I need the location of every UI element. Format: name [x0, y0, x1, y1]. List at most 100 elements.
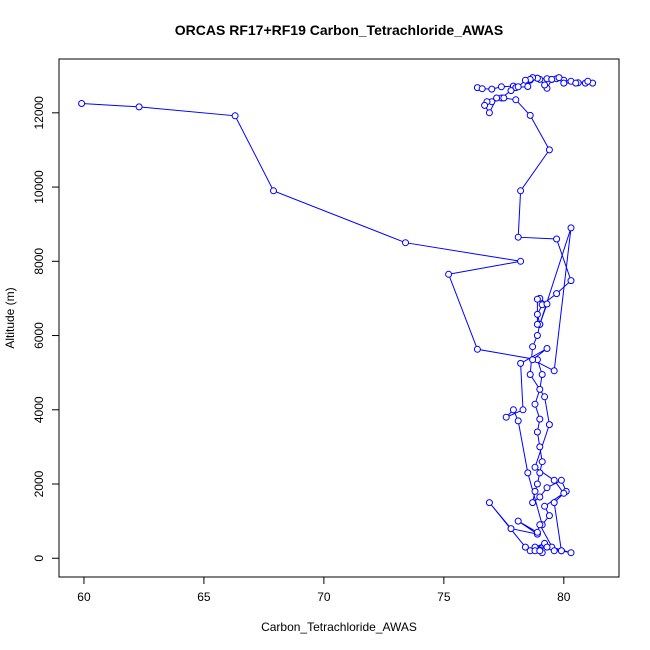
data-point [529, 343, 537, 351]
data-point [502, 413, 510, 421]
data-point [550, 499, 558, 507]
data-point [517, 359, 525, 367]
data-point [557, 547, 565, 555]
data-point [524, 83, 532, 90]
y-tick-label: 12000 [32, 96, 46, 130]
data-point [485, 109, 493, 117]
data-point [550, 547, 558, 555]
data-point [545, 421, 553, 429]
data-point [567, 549, 575, 557]
series-line-2 [477, 77, 593, 327]
x-tick-label: 80 [557, 590, 571, 604]
data-point [536, 443, 544, 451]
y-axis: 0 2000 4000 6000 8000 10000 12000 [32, 96, 60, 562]
y-tick-label: 0 [32, 555, 46, 562]
data-point [507, 87, 515, 95]
x-tick-label: 75 [437, 590, 451, 604]
data-point [557, 476, 565, 484]
series-line-1 [81, 103, 572, 554]
data-point [560, 489, 568, 497]
data-point [548, 75, 556, 83]
data-point [514, 83, 522, 91]
data-point [545, 146, 553, 154]
data-point [555, 74, 563, 82]
data-point [521, 76, 529, 84]
data-point [500, 94, 508, 102]
data-point [514, 417, 522, 425]
data-point [533, 320, 541, 328]
chart-title: ORCAS RF17+RF19 Carbon_Tetrachloride_AWA… [175, 22, 503, 38]
data-point [526, 371, 534, 378]
y-tick-label: 8000 [32, 248, 46, 275]
data-point [541, 81, 549, 89]
data-point [514, 517, 522, 525]
data-point [514, 233, 522, 241]
data-point [445, 270, 453, 278]
data-point [517, 257, 525, 265]
y-tick-label: 10000 [32, 170, 46, 204]
data-point [526, 111, 534, 119]
data-point [560, 79, 568, 87]
x-tick-label: 65 [197, 590, 211, 604]
data-point [538, 371, 546, 378]
data-point [529, 356, 537, 364]
data-point [533, 528, 541, 536]
data-point [536, 415, 544, 423]
data-point [538, 458, 546, 466]
data-point [543, 300, 551, 308]
data-point [567, 277, 575, 285]
data-point [135, 103, 143, 111]
y-tick-label: 4000 [32, 396, 46, 423]
y-tick-label: 2000 [32, 470, 46, 497]
data-point [531, 463, 539, 471]
data-point [519, 406, 527, 414]
data-point [536, 385, 544, 393]
data-point [553, 290, 561, 298]
data-point [545, 512, 553, 520]
data-point [524, 469, 532, 477]
data-point [533, 480, 541, 488]
data-point [231, 112, 239, 120]
data-point [536, 547, 544, 555]
x-tick-label: 70 [317, 590, 331, 604]
data-point [531, 400, 539, 408]
data-point [473, 345, 481, 353]
data-point [550, 476, 558, 484]
data-point [541, 393, 549, 401]
data-point [567, 224, 575, 232]
data-point [512, 96, 520, 104]
data-point [533, 332, 541, 339]
data-point [584, 77, 592, 85]
data-point [78, 100, 86, 107]
data-point [533, 428, 541, 436]
data-point [533, 295, 541, 303]
data-point [531, 487, 539, 495]
data-point [543, 345, 551, 352]
data-point [572, 79, 580, 87]
x-tick-label: 60 [77, 590, 91, 604]
data-point [529, 499, 537, 507]
data-point [550, 367, 558, 375]
data-point [507, 525, 515, 533]
data-point [517, 187, 525, 195]
data-point [509, 406, 517, 414]
data-point [485, 499, 493, 507]
data-point [521, 543, 529, 551]
y-axis-label: Altitude (m) [3, 287, 17, 348]
y-tick-label: 6000 [32, 322, 46, 349]
data-point [536, 493, 544, 501]
data-point [543, 484, 551, 492]
data-point [536, 469, 544, 477]
data-point [536, 521, 544, 529]
data-point [497, 83, 505, 91]
data-point [553, 235, 561, 243]
data-point [493, 94, 501, 102]
series-layer [78, 74, 597, 557]
x-axis: 60 65 70 75 80 [77, 576, 571, 604]
data-point [541, 502, 549, 510]
data-point [543, 543, 551, 551]
data-point [270, 187, 277, 195]
x-axis-label: Carbon_Tetrachloride_AWAS [261, 620, 417, 634]
data-point [488, 85, 496, 93]
